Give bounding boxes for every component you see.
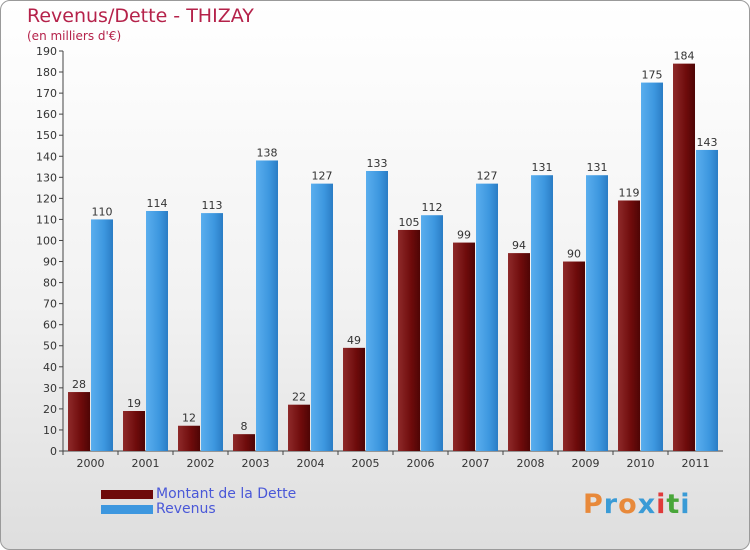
y-tick-label: 100 [36,234,57,247]
y-tick-label: 160 [36,108,57,121]
data-label: 133 [367,157,388,170]
data-label: 112 [422,201,443,214]
data-label: 119 [619,186,640,199]
chart-title: Revenus/Dette - THIZAY [27,5,254,27]
y-tick-label: 120 [36,192,57,205]
y-tick-label: 0 [50,445,57,458]
data-label: 28 [72,378,86,391]
data-label: 131 [532,161,553,174]
data-label: 110 [92,205,113,218]
data-label: 143 [697,136,718,149]
data-label: 175 [642,69,663,82]
bar-debt [508,253,530,451]
y-tick-label: 70 [43,298,57,311]
data-label: 131 [587,161,608,174]
x-tick-label: 2008 [517,457,545,470]
data-label: 19 [127,397,141,410]
data-label: 49 [347,334,361,347]
logo-letter: i [680,489,691,520]
bar-debt [673,63,695,451]
y-tick-label: 170 [36,87,57,100]
bar-revenue [696,149,718,451]
y-tick-label: 110 [36,213,57,226]
data-label: 90 [567,248,581,261]
logo-letter: r [603,489,619,520]
bars-layer [68,63,718,452]
logo-letter: x [637,489,657,520]
data-label: 184 [674,50,695,63]
bar-revenue [641,82,663,451]
y-tick-label: 40 [43,361,57,374]
logo-letter: i [656,489,667,520]
data-label: 12 [182,412,196,425]
bar-revenue [146,211,168,451]
legend-swatch-debt [101,490,153,499]
bar-revenue [476,183,498,451]
bar-revenue [366,171,388,451]
y-tick-label: 190 [36,45,57,58]
bar-debt [178,425,200,451]
chart-subtitle: (en milliers d'€) [27,29,122,43]
bar-revenue [421,215,443,451]
x-tick-label: 2009 [572,457,600,470]
data-label: 127 [477,170,498,183]
x-tick-label: 2010 [627,457,655,470]
y-tick-label: 140 [36,150,57,163]
y-tick-label: 60 [43,319,57,332]
bar-revenue [311,183,333,451]
y-tick-label: 130 [36,171,57,184]
x-tick-label: 2006 [407,457,435,470]
data-label: 138 [257,146,278,159]
logo-letter: t [666,489,681,520]
y-tick-label: 80 [43,277,57,290]
proxiti-logo: Proxiti [583,489,691,520]
data-label: 113 [202,199,223,212]
legend-swatch-revenue [101,505,153,514]
axis-layer: 0 10 20 30 40 50 60 70 80 90 100 110 120 130 140 150 160… [36,45,723,470]
bar-revenue [586,175,608,452]
y-tick-label: 10 [43,424,57,437]
x-tick-label: 2005 [352,457,380,470]
y-tick-label: 20 [43,403,57,416]
x-tick-label: 2007 [462,457,490,470]
y-tick-label: 30 [43,382,57,395]
bar-debt [343,347,365,451]
x-tick-label: 2011 [682,457,710,470]
data-label: 8 [241,420,248,433]
data-label: 99 [457,229,471,242]
bar-revenue [256,160,278,451]
x-tick-label: 2002 [187,457,215,470]
y-tick-label: 180 [36,66,57,79]
bar-debt [68,392,90,451]
bar-debt [398,229,420,451]
data-label: 127 [312,170,333,183]
y-tick-label: 50 [43,340,57,353]
x-tick-label: 2000 [77,457,105,470]
x-tick-label: 2003 [242,457,270,470]
data-label: 105 [399,216,420,229]
bar-revenue [201,213,223,451]
x-tick-label: 2004 [297,457,325,470]
y-tick-label: 90 [43,256,57,269]
bar-debt [453,242,475,451]
bar-revenue [531,175,553,452]
legend-label-revenue: Revenus [156,501,216,517]
y-tick-label: 150 [36,129,57,142]
x-tick-label: 2001 [132,457,160,470]
logo-letter: o [618,489,638,520]
data-label: 22 [292,391,306,404]
bar-debt [233,434,255,451]
bar-debt [618,200,640,451]
bar-debt [563,261,585,451]
logo-letter: P [583,489,604,520]
bar-debt [123,411,145,451]
data-label: 114 [147,197,168,210]
data-label: 94 [512,239,526,252]
bar-revenue [91,219,113,451]
bar-debt [288,404,310,451]
legend-label-debt: Montant de la Dette [156,486,297,502]
